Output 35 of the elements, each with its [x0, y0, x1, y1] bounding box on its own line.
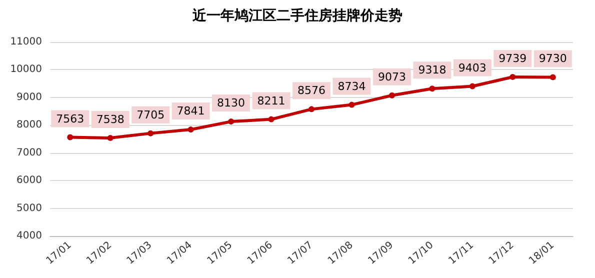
point	[348, 102, 355, 108]
y-tick-label: 10000	[10, 64, 42, 76]
data-label: 8576	[298, 84, 326, 98]
y-tick-label: 6000	[16, 175, 42, 186]
point	[388, 92, 395, 98]
data-label: 7538	[96, 112, 124, 126]
data-label: 9730	[538, 52, 567, 66]
data-label: 9073	[378, 70, 406, 84]
y-tick-label: 9000	[16, 92, 42, 103]
data-label: 9739	[498, 52, 527, 65]
data-label: 7705	[136, 108, 165, 122]
data-label: 9318	[418, 64, 446, 77]
point	[308, 106, 314, 112]
point	[188, 126, 194, 133]
point	[469, 83, 476, 90]
point	[107, 134, 114, 141]
point	[268, 116, 274, 122]
point	[429, 86, 436, 92]
point	[228, 118, 234, 125]
y-tick-label: 7000	[16, 147, 42, 158]
data-label: 9403	[458, 61, 486, 74]
chart-title: 近一年鸠江区二手住房挂牌价走势	[192, 7, 402, 24]
point	[67, 134, 74, 140]
data-label: 8211	[257, 94, 286, 108]
y-tick-label: 4000	[16, 230, 42, 242]
point	[510, 74, 516, 80]
data-label: 7563	[56, 112, 84, 126]
point	[148, 130, 154, 136]
y-tick-label: 5000	[16, 202, 42, 214]
y-tick-label: 8000	[16, 120, 42, 131]
point	[550, 74, 556, 80]
data-label: 7841	[176, 104, 205, 118]
y-tick-label: 11000	[10, 36, 42, 48]
data-label: 8130	[217, 96, 246, 110]
data-label: 8734	[338, 80, 366, 93]
